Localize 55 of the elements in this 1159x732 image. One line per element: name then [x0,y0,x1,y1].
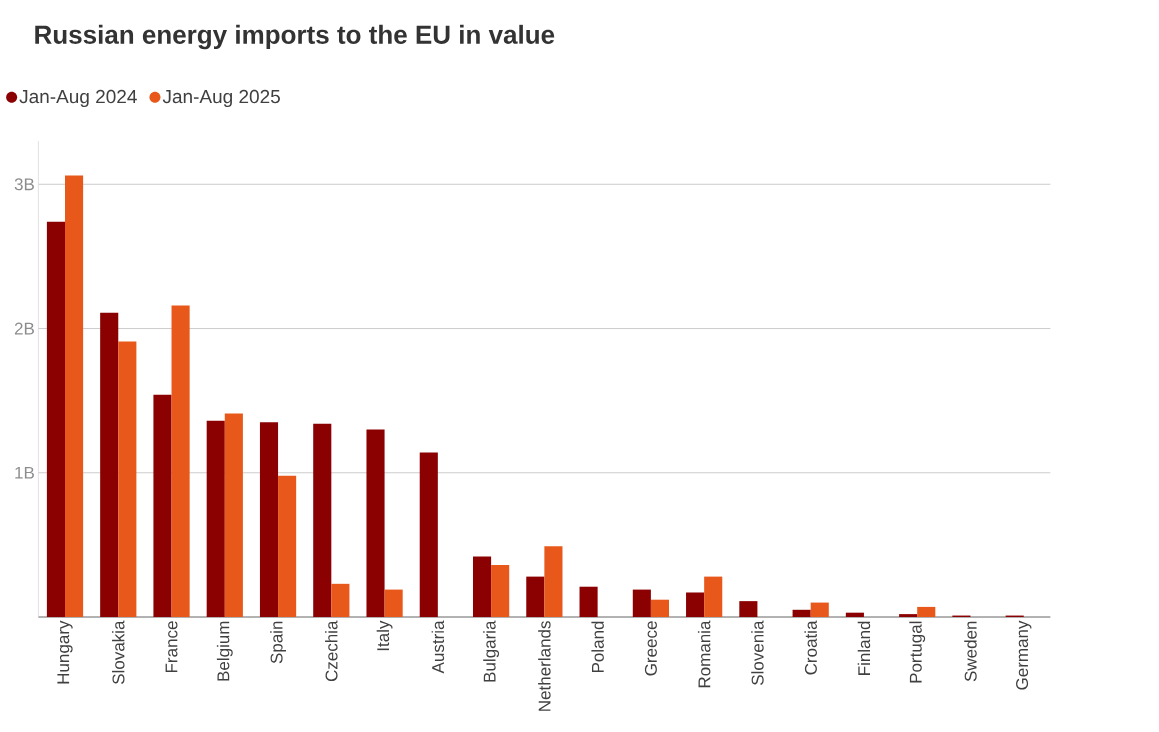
bar [579,586,598,617]
bar [171,305,190,617]
chart-title: Russian energy imports to the EU in value [35,24,555,50]
bar [224,413,243,617]
x-tick-label: Belgium [216,621,233,681]
bar [472,556,492,617]
y-tick-label: 2B [14,322,34,335]
x-tick-label: France [165,621,178,673]
bar [206,420,225,617]
x-tick-label: Bulgaria [483,620,500,682]
bar [384,589,403,617]
bar [739,601,758,617]
bar [419,452,438,617]
x-tick-label: Italy [376,620,393,651]
bar [118,341,137,617]
bar [259,422,279,617]
bar [366,429,385,617]
y-tick-label: 1B [15,466,34,479]
x-tick-label: Hungary [57,620,73,684]
x-tick-label: Poland [591,621,604,673]
y-tick-label: 3B [14,178,34,191]
bar [46,221,65,617]
bar [491,565,510,617]
bar [899,614,918,617]
bar [153,394,172,617]
bar [792,609,811,617]
x-tick-label: Greece [644,621,657,676]
x-tick-label: Finland [857,621,871,675]
x-tick-label: Czechia [325,620,338,682]
x-tick-label: Croatia [804,620,817,675]
x-tick-label: Sweden [964,621,977,682]
bar [100,312,119,617]
x-tick-label: Germany [1016,620,1032,690]
bar [313,423,332,617]
x-tick-label: Slovenia [751,620,764,685]
bar [917,606,936,617]
legend-label: Jan-Aug 2025 [162,89,280,108]
bar [686,592,705,617]
x-tick-label: Slovakia [112,620,125,685]
x-tick-label: Romania [697,620,711,688]
x-tick-label: Austria [431,620,445,674]
bar [544,546,563,617]
bar [65,175,84,617]
bar [632,589,651,617]
bar [526,576,545,617]
x-tick-label: Portugal [909,621,926,683]
bar [845,612,864,617]
bar [810,602,829,617]
x-tick-label: Spain [270,621,286,664]
bar [650,599,669,617]
x-tick-label: Netherlands [538,621,551,711]
bar [331,583,350,617]
legend-label: Jan-Aug 2024 [19,89,137,108]
bar [704,576,723,617]
bar [278,475,297,617]
